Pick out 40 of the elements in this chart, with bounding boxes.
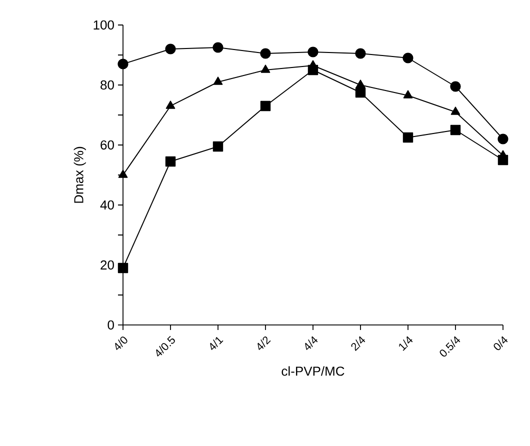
point [355, 87, 366, 98]
x-tick-label: 4/0 [115, 336, 128, 350]
point [165, 44, 176, 54]
point [308, 64, 318, 76]
x-tick-label: 2/4 [351, 336, 366, 352]
point [402, 132, 414, 143]
point [403, 90, 413, 98]
point [213, 76, 223, 85]
point [402, 52, 414, 64]
point [450, 124, 461, 136]
point [260, 48, 271, 59]
x-tick-label: 0/4 [494, 336, 508, 350]
point [308, 46, 318, 58]
point [450, 106, 460, 115]
x-tick-label: 4/2 [258, 336, 271, 350]
point [118, 58, 128, 70]
x-tick-label: 4/1 [210, 336, 224, 350]
y-tick-label: 0 [108, 320, 114, 330]
point [356, 80, 366, 88]
point [118, 170, 128, 178]
y-tick-label: 60 [100, 140, 114, 150]
x-axis-title: cl-PVP/MC [282, 366, 344, 376]
y-tick-label: 100 [94, 20, 114, 30]
point [355, 48, 366, 59]
point [165, 156, 176, 167]
point [260, 64, 270, 73]
x-tick-label: 4/4 [305, 336, 318, 350]
y-tick-label: 20 [100, 260, 114, 270]
point [260, 100, 271, 112]
point [498, 154, 508, 166]
point [166, 100, 176, 109]
point [498, 134, 508, 144]
x-tick-label: 1/4 [399, 336, 413, 351]
y-tick-label: 40 [100, 200, 114, 210]
point [450, 81, 461, 92]
y-axis-title: Dmax (%) [74, 146, 86, 203]
point [212, 42, 224, 53]
point [118, 262, 128, 274]
y-tick-label: 80 [100, 80, 114, 90]
point [212, 141, 224, 152]
